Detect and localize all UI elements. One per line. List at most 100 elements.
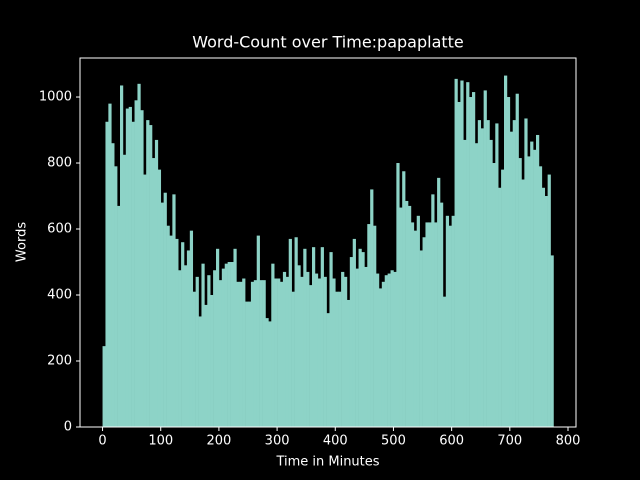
- bar: [280, 281, 284, 427]
- bar: [454, 78, 458, 428]
- bar: [402, 171, 406, 427]
- bar: [329, 252, 333, 427]
- bar: [227, 262, 231, 427]
- bar: [498, 187, 502, 427]
- bar: [442, 296, 447, 427]
- bar: [480, 128, 484, 427]
- bar: [544, 196, 548, 427]
- bar: [105, 121, 109, 427]
- bar: [125, 108, 130, 427]
- bar: [285, 276, 290, 427]
- bar: [521, 179, 525, 427]
- bar: [509, 131, 514, 427]
- bar: [221, 268, 226, 427]
- bar: [122, 154, 127, 427]
- bar: [352, 238, 356, 427]
- bar: [134, 100, 138, 427]
- bar: [387, 273, 391, 427]
- bar: [149, 125, 153, 427]
- bar: [346, 299, 351, 427]
- bar: [367, 224, 371, 427]
- x-tick-label: 400: [323, 434, 348, 449]
- bar: [527, 156, 531, 427]
- x-tick-label: 700: [497, 434, 522, 449]
- bar: [483, 90, 487, 427]
- bar: [530, 141, 534, 428]
- bar: [317, 278, 322, 427]
- bar: [303, 248, 307, 427]
- bar: [210, 295, 214, 427]
- x-tick-label: 300: [265, 434, 290, 449]
- bar: [381, 281, 386, 427]
- bar: [152, 158, 156, 427]
- bar: [294, 237, 298, 427]
- bar: [515, 93, 519, 427]
- bar: [172, 194, 176, 427]
- axes-frame: [79, 57, 577, 428]
- bar: [469, 97, 473, 428]
- bar: [102, 346, 106, 427]
- bar: [230, 262, 234, 427]
- x-tick-label: 200: [206, 434, 231, 449]
- bar: [489, 139, 493, 427]
- bar: [166, 225, 170, 427]
- bar: [428, 222, 432, 427]
- bar: [524, 118, 528, 427]
- bar: [541, 187, 546, 427]
- bar: [143, 174, 147, 427]
- bar: [323, 276, 327, 427]
- bar: [495, 123, 499, 427]
- bar: [399, 207, 403, 427]
- bar: [504, 75, 508, 428]
- bar: [405, 200, 409, 427]
- bar: [160, 202, 164, 427]
- bar: [431, 194, 435, 427]
- bar: [253, 280, 258, 427]
- bar: [186, 250, 191, 427]
- bar: [297, 265, 301, 427]
- bar: [108, 103, 112, 427]
- bar: [169, 235, 173, 427]
- bar: [550, 255, 554, 427]
- bar: [538, 166, 543, 427]
- bar: [163, 192, 167, 427]
- bar: [335, 291, 339, 427]
- bar: [425, 222, 429, 427]
- bar: [128, 106, 132, 427]
- bar: [218, 280, 223, 427]
- bar: [259, 280, 263, 427]
- bar: [349, 257, 354, 427]
- bar: [146, 120, 150, 427]
- bar: [157, 169, 162, 427]
- bar: [410, 222, 415, 427]
- bar: [472, 92, 476, 427]
- bar: [117, 205, 121, 427]
- bar: [250, 281, 255, 427]
- bar: [320, 247, 324, 427]
- y-axis-label: Words: [15, 222, 30, 262]
- bar: [154, 139, 159, 427]
- bar: [384, 275, 388, 427]
- y-tick-label: 800: [47, 156, 72, 171]
- y-tick-label: 1000: [39, 90, 72, 105]
- bar: [192, 291, 196, 427]
- bar: [486, 120, 490, 427]
- y-tick-label: 0: [64, 420, 72, 435]
- bar: [114, 166, 118, 427]
- bar: [198, 316, 202, 427]
- bar: [306, 271, 310, 427]
- bar: [355, 268, 359, 427]
- bar: [268, 321, 272, 427]
- bar: [207, 275, 211, 427]
- bar: [242, 278, 246, 427]
- bar: [131, 121, 135, 427]
- bar: [460, 80, 464, 428]
- bar: [506, 97, 511, 428]
- bar: [434, 222, 438, 427]
- bar: [474, 143, 479, 428]
- bar: [451, 215, 455, 427]
- bar: [248, 301, 252, 427]
- bar: [422, 237, 426, 427]
- bar: [390, 270, 394, 427]
